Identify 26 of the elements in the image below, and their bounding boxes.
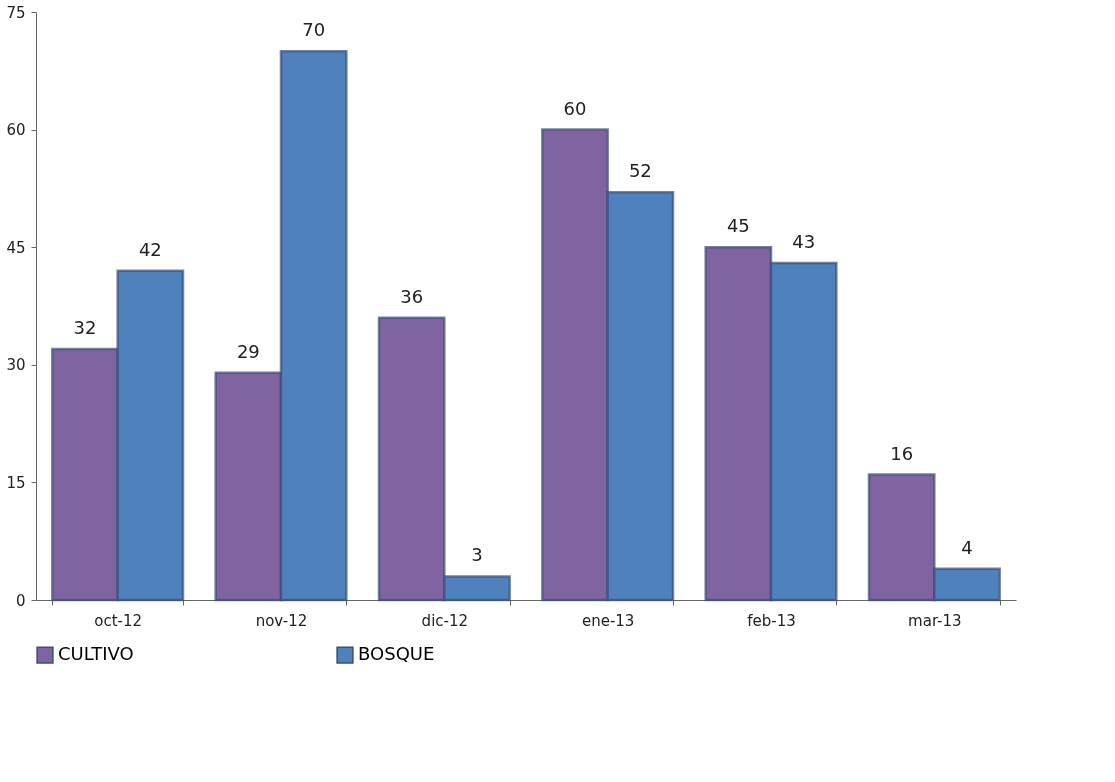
y-tick-label: 15 bbox=[6, 473, 26, 492]
data-label: 32 bbox=[73, 317, 97, 339]
x-tick-label: mar-13 bbox=[908, 611, 962, 630]
x-tick-label: oct-12 bbox=[94, 611, 143, 630]
y-tick-label: 30 bbox=[6, 356, 26, 375]
data-label: 29 bbox=[236, 340, 260, 362]
data-label: 45 bbox=[726, 215, 750, 237]
data-label: 42 bbox=[138, 238, 162, 260]
legend-label: BOSQUE bbox=[358, 643, 435, 665]
y-tick-label: 60 bbox=[6, 121, 26, 140]
data-label: 3 bbox=[471, 544, 483, 566]
data-label: 60 bbox=[563, 97, 587, 119]
y-tick-label: 0 bbox=[15, 591, 26, 610]
x-tick-label: feb-13 bbox=[747, 611, 796, 630]
legend-label: CULTIVO bbox=[58, 643, 134, 665]
y-tick-label: 45 bbox=[6, 238, 26, 257]
data-label: 36 bbox=[400, 285, 424, 307]
x-tick-label: ene-13 bbox=[581, 611, 635, 630]
y-tick-label: 75 bbox=[6, 3, 26, 22]
x-tick-label: dic-12 bbox=[421, 611, 469, 630]
data-label: 52 bbox=[628, 160, 652, 182]
data-label: 4 bbox=[961, 536, 973, 558]
x-tick-label: nov-12 bbox=[255, 611, 308, 630]
data-label: 70 bbox=[302, 19, 326, 41]
data-label: 16 bbox=[890, 442, 914, 464]
data-label: 43 bbox=[792, 230, 816, 252]
